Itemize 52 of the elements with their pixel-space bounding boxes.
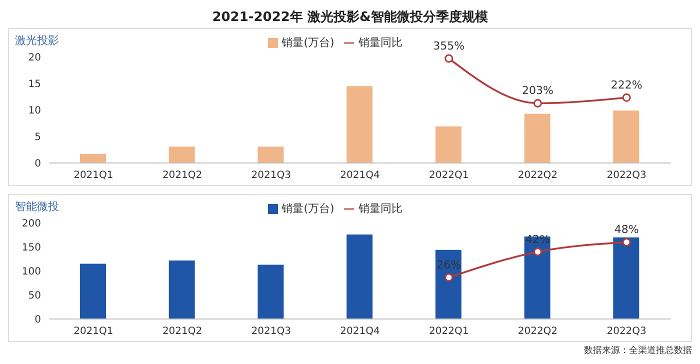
y-tick-label: 20 [28,52,41,64]
bar [435,126,462,163]
x-tick-label: 2021Q2 [162,326,202,338]
legend-label: 销量(万台) [282,202,334,215]
legend-label: 销量同比 [358,202,402,215]
x-tick-label: 2021Q3 [251,170,291,182]
bar [168,146,195,163]
data-label: 48% [614,223,639,236]
legend-label: 销量(万台) [282,36,334,49]
bar [258,264,284,319]
y-tick-label: 150 [22,242,41,254]
x-tick-label: 2021Q4 [340,326,380,338]
data-label: 203% [522,84,554,98]
bar [613,110,640,163]
chart-subtitle: 激光投影 [15,33,59,48]
bar [80,264,106,319]
x-tick-label: 2022Q2 [518,326,558,338]
chart-title: 2021-2022年 激光投影&智能微投分季度规模 [211,8,489,27]
x-tick-label: 2022Q1 [429,170,469,182]
chart-title: 智能微投 [15,199,59,214]
x-tick-label: 2021Q1 [74,170,114,182]
x-tick-label: 2022Q1 [429,326,469,338]
source-note: 数据来源：全渠道推总数据 [583,344,692,357]
bar [524,236,550,319]
data-label: 42% [525,232,550,246]
x-tick-label: 2021Q2 [162,170,202,182]
bar [346,234,373,319]
y-tick-label: 15 [28,79,41,90]
y-tick-label: 200 [22,218,41,230]
x-tick-label: 2021Q3 [251,326,291,338]
bar [258,146,284,163]
bar [346,86,373,163]
legend-label: 销量同比 [358,36,402,49]
bar [435,250,462,319]
y-tick-label: 5 [34,132,41,144]
y-tick-label: 0 [34,158,41,170]
y-tick-label: 0 [34,314,41,326]
x-tick-label: 2021Q1 [74,326,114,338]
x-tick-label: 2021Q4 [340,170,380,182]
bar [524,114,550,163]
bar [613,237,640,319]
data-label: 355% [433,39,465,52]
data-label: 26% [436,258,462,272]
x-tick-label: 2022Q3 [606,326,646,338]
y-tick-label: 10 [28,106,41,117]
y-tick-label: 50 [28,290,41,302]
x-tick-label: 2022Q2 [518,170,558,182]
bar [168,260,195,319]
y-tick-label: 100 [22,266,41,278]
x-tick-label: 2022Q3 [606,170,646,182]
data-label: 222% [610,78,642,92]
bar [80,154,106,163]
